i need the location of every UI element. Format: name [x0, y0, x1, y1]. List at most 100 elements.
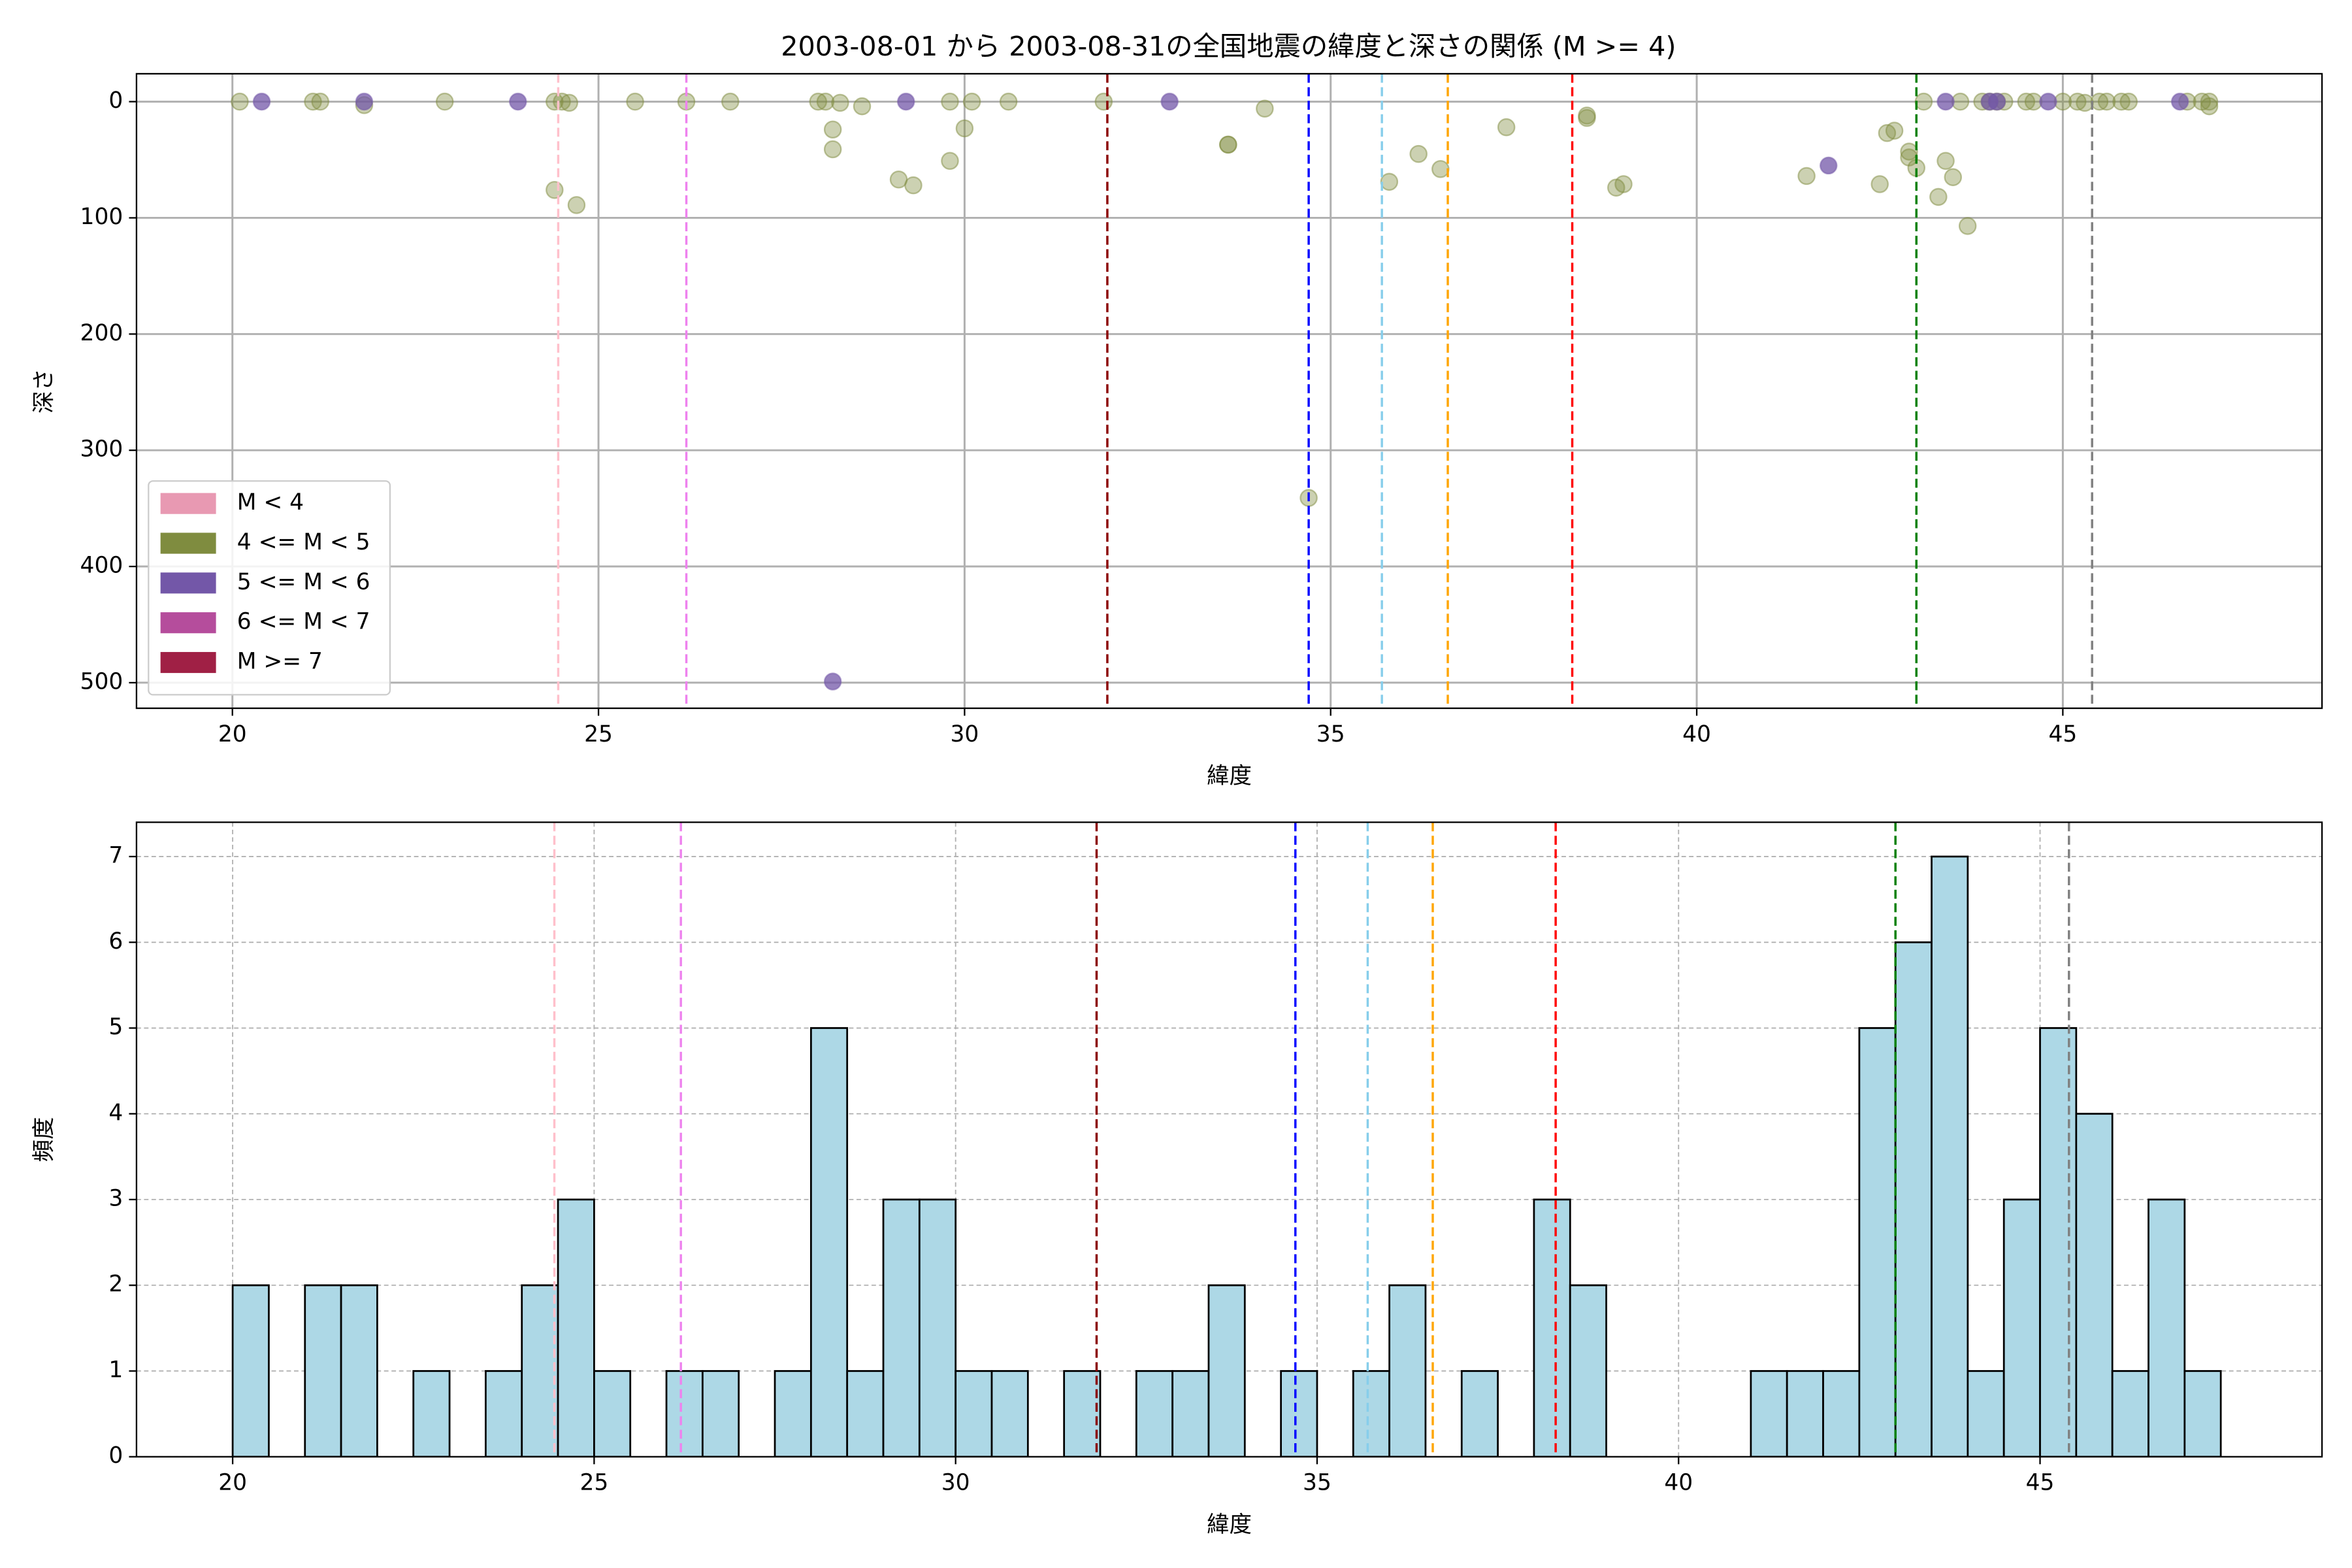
y-tick-label: 500	[80, 668, 123, 694]
point	[1431, 159, 1450, 178]
bar	[304, 1284, 342, 1457]
bar	[2111, 1370, 2149, 1457]
x-tick-label: 20	[218, 1470, 247, 1496]
y-tick-label: 6	[108, 928, 123, 955]
point	[2017, 92, 2036, 111]
y-tick-label: 300	[80, 436, 123, 463]
point	[1914, 92, 1933, 111]
point	[1614, 175, 1633, 193]
bar	[1822, 1370, 1861, 1457]
point	[2200, 97, 2219, 116]
y-tick-label: 0	[108, 1443, 123, 1469]
point	[1256, 99, 1274, 118]
x-tick-label: 20	[218, 721, 247, 747]
point	[546, 180, 564, 199]
bar	[846, 1370, 885, 1457]
legend-label: 4 <= M < 5	[237, 529, 370, 555]
bar	[1207, 1284, 1246, 1457]
point	[962, 92, 981, 111]
bar	[1750, 1370, 1788, 1457]
point	[2200, 92, 2219, 111]
bar	[990, 1370, 1029, 1457]
point	[2039, 92, 2057, 111]
bar	[1786, 1370, 1824, 1457]
point	[816, 92, 835, 111]
point	[1409, 144, 1428, 163]
bar	[1967, 1370, 2005, 1457]
point	[809, 92, 828, 111]
point	[231, 92, 249, 111]
point	[509, 92, 527, 111]
legend-label: 5 <= M < 6	[237, 569, 370, 595]
bar	[1135, 1370, 1174, 1457]
bar	[701, 1370, 740, 1457]
y-tick-label: 100	[80, 204, 123, 230]
point	[1958, 217, 1977, 235]
bar	[955, 1370, 993, 1457]
bar	[485, 1370, 523, 1457]
point	[823, 120, 842, 139]
bar	[1931, 855, 1969, 1457]
bar	[340, 1284, 378, 1457]
y-tick-label: 5	[108, 1014, 123, 1040]
legend-label: M >= 7	[237, 649, 323, 675]
bar	[412, 1370, 451, 1457]
y-tick-label: 0	[108, 88, 123, 114]
bar	[1388, 1284, 1427, 1457]
x-tick-label: 45	[2048, 721, 2077, 747]
bar	[1894, 941, 1933, 1457]
legend-swatch	[160, 651, 216, 674]
point	[435, 92, 454, 111]
point	[1885, 122, 1904, 140]
point	[1870, 175, 1889, 193]
bar	[774, 1370, 812, 1457]
bar	[918, 1198, 957, 1457]
y-axis-label: 頻度	[31, 1117, 57, 1162]
point	[311, 92, 329, 111]
point	[560, 93, 579, 112]
y-axis-label: 深さ	[31, 368, 57, 414]
x-tick-label: 35	[1303, 1470, 1331, 1496]
legend-swatch	[160, 612, 216, 634]
y-tick-label: 3	[108, 1186, 123, 1212]
x-axis-label: 緯度	[1207, 1512, 1252, 1538]
bar	[593, 1370, 632, 1457]
point	[2119, 92, 2138, 111]
bar	[1063, 1370, 1102, 1457]
point	[1160, 92, 1179, 111]
y-tick-label: 7	[108, 843, 123, 869]
point	[2097, 92, 2116, 111]
point	[1980, 92, 1999, 111]
point	[831, 93, 849, 112]
bar	[1460, 1370, 1499, 1457]
x-tick-label: 30	[941, 1470, 970, 1496]
point	[2170, 92, 2189, 111]
plot-frame	[135, 821, 2323, 1458]
bar	[2075, 1113, 2114, 1457]
bar	[1858, 1027, 1897, 1457]
point	[355, 92, 374, 111]
legend-swatch	[160, 493, 216, 514]
x-tick-label: 40	[1682, 721, 1711, 747]
bar	[557, 1198, 595, 1457]
point	[567, 196, 586, 214]
bar	[2039, 1027, 2078, 1457]
bar	[809, 1027, 849, 1457]
y-tick-label: 200	[80, 320, 123, 346]
legend-label: 6 <= M < 7	[237, 609, 370, 635]
bar	[231, 1284, 270, 1457]
point	[955, 119, 974, 138]
point	[2112, 92, 2131, 111]
x-tick-label: 40	[1664, 1470, 1693, 1496]
point	[1900, 142, 1918, 161]
plot-frame	[135, 73, 2323, 710]
point	[2068, 92, 2087, 111]
x-axis-label: 緯度	[1207, 763, 1252, 789]
bar	[1352, 1370, 1390, 1457]
y-tick-label: 4	[108, 1100, 123, 1126]
y-tick-label: 400	[80, 553, 123, 579]
point	[626, 92, 644, 111]
point	[823, 140, 842, 159]
